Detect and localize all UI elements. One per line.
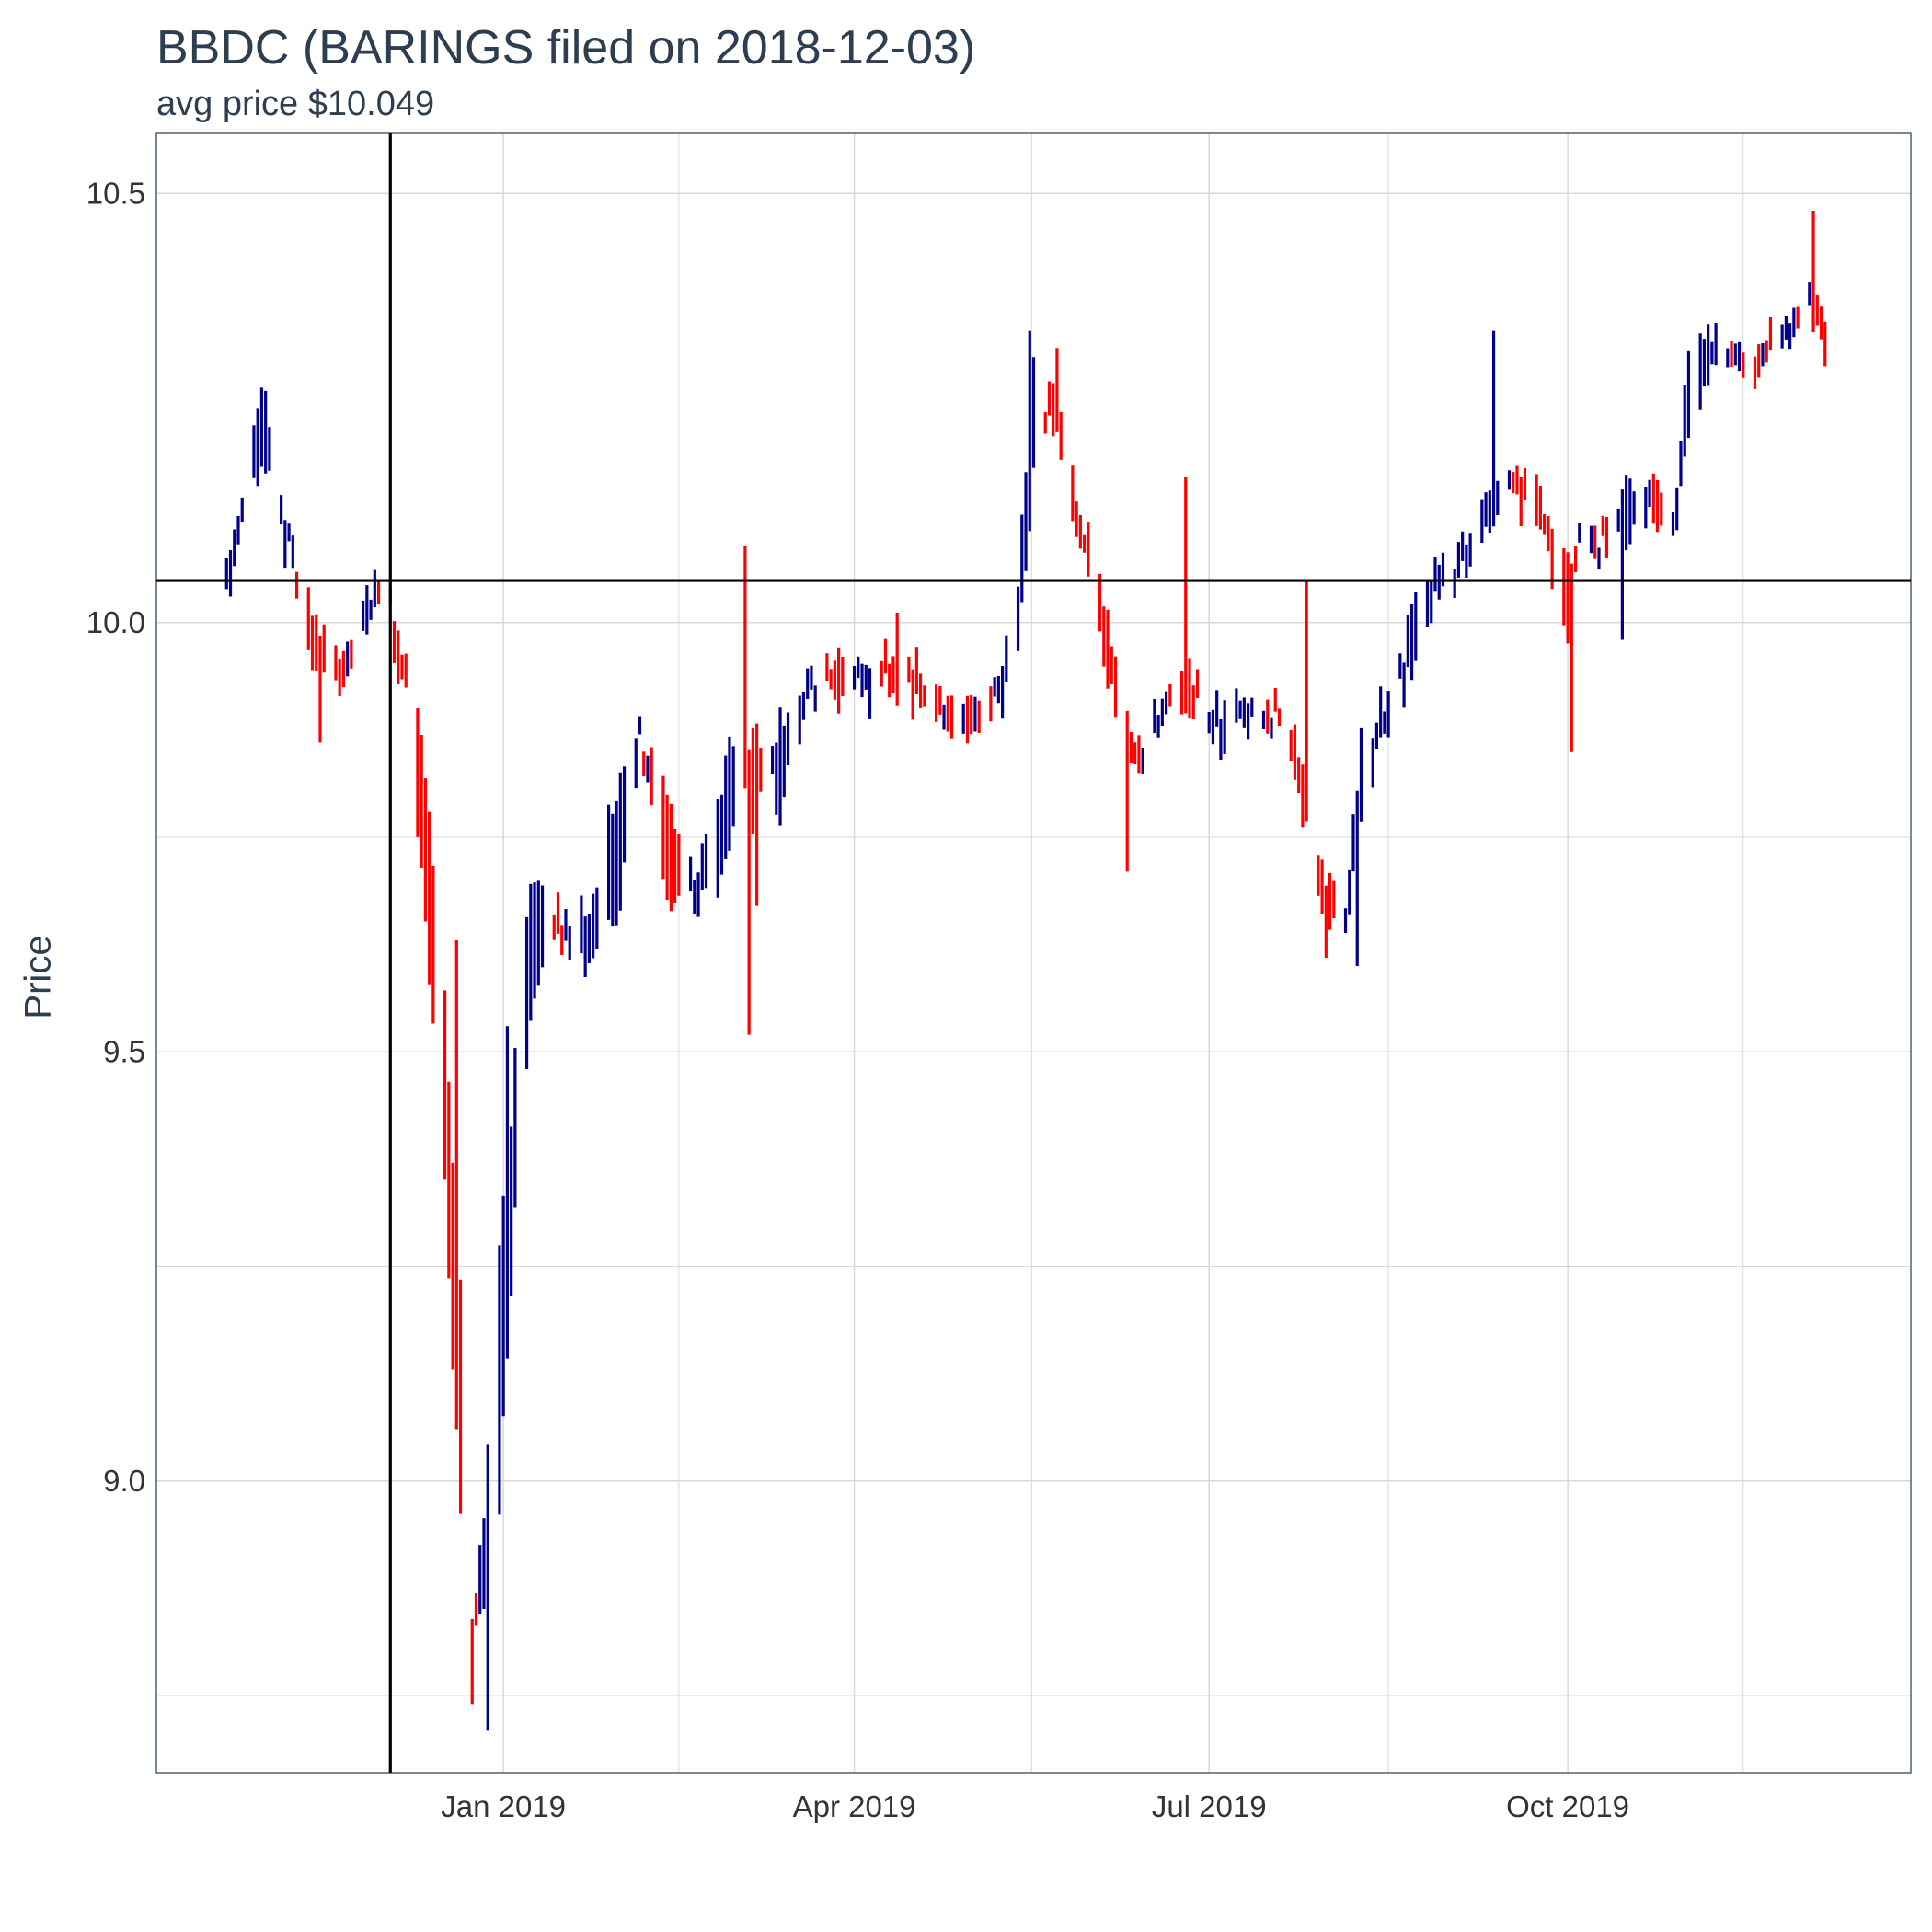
x-tick-label: Jul 2019	[1152, 1789, 1267, 1823]
y-tick-label: 9.0	[103, 1464, 145, 1498]
y-tick-label: 10.0	[86, 605, 145, 639]
x-tick-label: Jan 2019	[441, 1789, 566, 1823]
plot-panel	[155, 132, 1912, 1774]
chart-title: BBDC (BARINGS filed on 2018-12-03)	[156, 21, 976, 75]
y-tick-label: 9.5	[103, 1034, 145, 1068]
x-tick-label: Oct 2019	[1506, 1789, 1629, 1823]
grid-lines	[156, 133, 1911, 1773]
price-bars	[224, 210, 1827, 1731]
reference-lines	[156, 133, 1911, 1773]
axis-labels: 9.0 9.5 10.0 10.5 Jan 2019 Apr 2019 Jul 2019 Oc…	[86, 176, 1629, 1823]
chart-subtitle: avg price $10.049	[156, 85, 435, 123]
x-tick-label: Apr 2019	[793, 1789, 916, 1823]
y-tick-label: 10.5	[86, 176, 145, 210]
